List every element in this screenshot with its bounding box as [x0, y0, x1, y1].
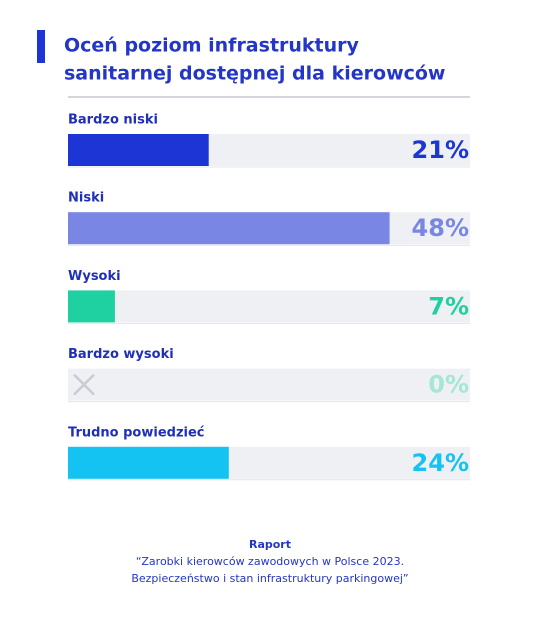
category-label: Bardzo wysoki: [68, 347, 174, 362]
category-label: Trudno powiedzieć: [68, 425, 205, 440]
value-label: 21%: [412, 136, 469, 164]
empty-icon: [73, 373, 95, 396]
bar: [68, 446, 229, 479]
value-label: 0%: [428, 371, 469, 399]
category-label: Niski: [68, 191, 104, 206]
source: Bezpieczeństwo i stan infrastruktury par…: [131, 572, 408, 585]
value-label: 48%: [412, 214, 469, 242]
chart-title: sanitarnej dostępnej dla kierowców: [64, 63, 445, 85]
source: “Zarobki kierowców zawodowych w Polsce 2…: [136, 555, 404, 568]
bar: [68, 212, 390, 245]
bar: [68, 290, 115, 323]
title-accent: [37, 30, 45, 63]
value-label: 24%: [412, 449, 469, 477]
source-title: Raport: [249, 538, 291, 551]
category-label: Bardzo niski: [68, 113, 158, 128]
category-label: Wysoki: [68, 269, 121, 284]
chart-title: Oceń poziom infrastruktury: [64, 35, 360, 57]
value-label: 7%: [428, 292, 469, 320]
bar-track: [68, 368, 470, 401]
bar: [68, 134, 209, 166]
bar-track: [68, 290, 470, 323]
